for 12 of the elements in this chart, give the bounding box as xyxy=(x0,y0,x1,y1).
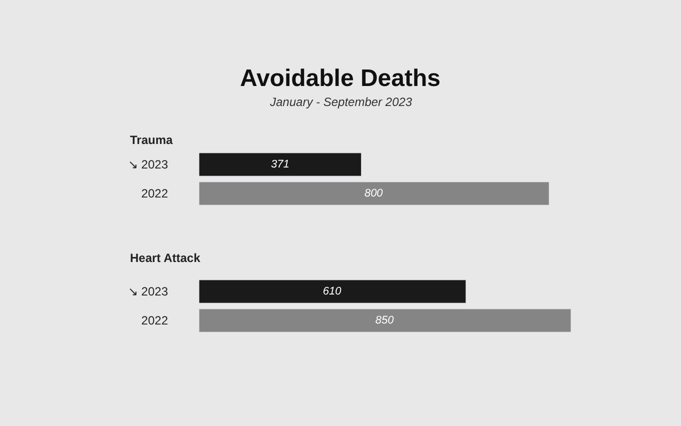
chart-title: Heart Attack xyxy=(130,251,201,265)
text: January - September 2023 xyxy=(269,95,412,109)
y-tick-label: 2022 xyxy=(141,314,168,328)
y-tick-label: 2022 xyxy=(141,186,168,201)
data-label: 800 xyxy=(364,188,384,200)
chart-title: Trauma xyxy=(130,133,174,147)
data-label: 371 xyxy=(271,158,290,170)
text: Avoidable Deaths xyxy=(240,65,440,92)
y-tick-label: ↘ 2023 xyxy=(128,158,168,172)
y-tick-label: ↘ 2023 xyxy=(128,284,168,299)
data-label: 850 xyxy=(375,314,395,326)
data-label: 610 xyxy=(322,286,342,298)
